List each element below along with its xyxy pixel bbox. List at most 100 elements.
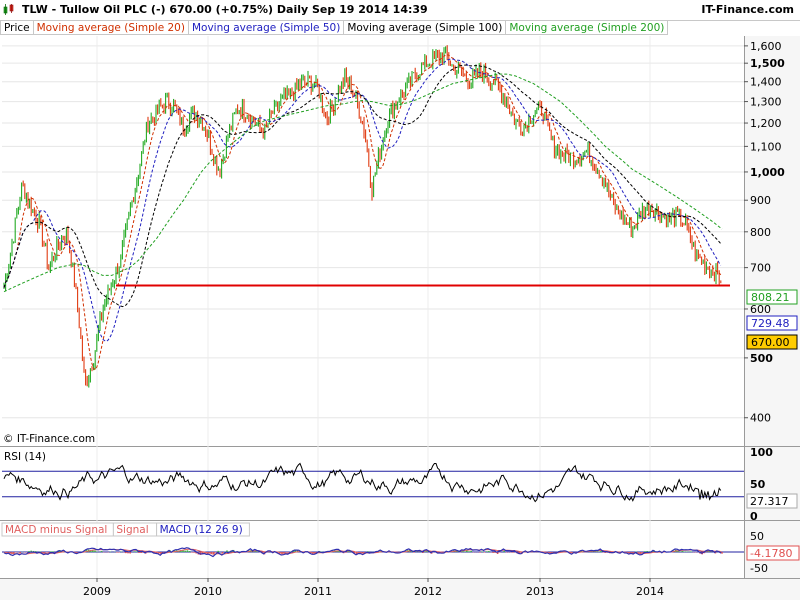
macd-histogram-bar — [285, 552, 288, 553]
rsi-line — [3, 462, 722, 503]
macd-histogram-bar — [360, 552, 362, 553]
macd-histogram-bar — [10, 552, 13, 554]
macd-histogram-bar — [569, 552, 571, 554]
macd-histogram-bar — [639, 552, 642, 554]
macd-histogram-bar — [155, 552, 158, 554]
macd-histogram-bar — [628, 552, 631, 554]
rsi-tick-label: 0 — [750, 510, 758, 523]
macd-histogram-bar — [241, 551, 244, 553]
price-tick-label: 1,400 — [750, 76, 782, 89]
legend-item-2[interactable]: Moving average (Simple 50) — [188, 20, 345, 35]
legend-item-0[interactable]: Price — [0, 20, 34, 35]
macd-histogram-bar — [367, 551, 369, 553]
price-tick-label: 1,200 — [750, 117, 782, 130]
macd-histogram-bar — [309, 552, 312, 554]
macd-histogram-bar — [439, 552, 442, 554]
macd-histogram-bar — [94, 550, 96, 553]
macd-histogram-bar — [15, 552, 17, 553]
macd-histogram-bar — [463, 551, 466, 553]
macd-histogram-bar — [342, 552, 345, 554]
rsi-panel — [0, 448, 744, 520]
macd-histogram-bar — [279, 552, 281, 554]
macd-histogram-bar — [378, 550, 380, 553]
macd-histogram-bar — [558, 551, 560, 553]
macd-histogram-bar — [147, 552, 149, 553]
ma100-line — [3, 64, 722, 308]
macd-histogram-bar — [389, 551, 391, 553]
price-tick-label: 1,100 — [750, 140, 782, 153]
macd-histogram-bar — [268, 551, 270, 553]
macd-histogram-bar — [600, 550, 602, 553]
macd-histogram-bar — [331, 550, 334, 553]
macd-histogram-bar — [413, 552, 415, 553]
macd-histogram-bar — [470, 550, 472, 553]
macd-histogram-bar — [690, 551, 692, 553]
rsi-value: 27.317 — [750, 495, 789, 508]
macd-legend-item-2: MACD (12 26 9) — [160, 524, 243, 536]
site-name[interactable]: IT-Finance.com — [701, 3, 794, 16]
macd-histogram-bar — [213, 552, 215, 555]
value-label: 670.00 — [751, 336, 790, 349]
price-tick-label: 900 — [750, 194, 771, 207]
macd-histogram-bar — [8, 552, 10, 553]
macd-histogram-bar — [527, 552, 530, 553]
legend-item-3[interactable]: Moving average (Simple 100) — [344, 20, 507, 35]
macd-histogram-bar — [230, 550, 233, 553]
macd-line — [3, 547, 722, 558]
macd-histogram-bar — [210, 552, 213, 555]
chart-header: TLW - Tullow Oil PLC (-) 670.00 (+0.75%)… — [0, 0, 800, 21]
macd-histogram-bar — [61, 550, 63, 553]
year-label: 2014 — [636, 585, 664, 598]
macd-histogram-bar — [336, 550, 338, 553]
macd-legend-box — [1, 522, 114, 537]
macd-histogram-bar — [426, 551, 428, 553]
macd-histogram-bar — [76, 552, 79, 554]
macd-histogram-bar — [637, 552, 640, 553]
macd-histogram-bar — [699, 552, 701, 554]
watermark: © IT-Finance.com — [3, 433, 96, 445]
macd-histogram-bar — [450, 551, 453, 553]
macd-histogram-bar — [334, 550, 336, 553]
macd-histogram-bar — [653, 550, 655, 553]
macd-histogram-bar — [100, 550, 103, 553]
macd-histogram-bar — [576, 552, 578, 553]
macd-histogram-bar — [358, 552, 360, 554]
macd-histogram-bar — [281, 552, 283, 555]
macd-histogram-bar — [714, 552, 717, 554]
macd-histogram-bar — [12, 552, 15, 555]
macd-histogram-bar — [547, 552, 549, 553]
price-tick-label: 600 — [750, 303, 771, 316]
legend-item-4[interactable]: Moving average (Simple 200) — [506, 20, 669, 35]
rsi-tick-label: 100 — [750, 446, 773, 459]
macd-histogram-bar — [611, 552, 613, 554]
macd-histogram-bar — [6, 552, 8, 554]
year-label: 2011 — [304, 585, 332, 598]
macd-histogram-bar — [125, 552, 127, 554]
macd-histogram-bar — [221, 552, 224, 554]
macd-histogram-bar — [177, 550, 180, 553]
macd-histogram-bar — [250, 549, 252, 553]
macd-histogram-bar — [362, 552, 365, 554]
legend-item-1[interactable]: Moving average (Simple 20) — [33, 20, 189, 35]
right-axis-bg — [744, 36, 800, 578]
macd-histogram-bar — [50, 551, 52, 553]
macd-histogram-bar — [204, 552, 206, 554]
macd-histogram-bar — [193, 552, 195, 553]
macd-histogram-bar — [312, 552, 314, 554]
macd-histogram-bar — [661, 552, 664, 553]
macd-histogram-bar — [402, 551, 404, 553]
macd-histogram-bar — [578, 551, 580, 553]
ma50-line — [3, 58, 722, 342]
macd-histogram-bar — [298, 550, 301, 553]
macd-histogram-bar — [488, 551, 490, 553]
macd-histogram-bar — [549, 552, 552, 554]
macd-histogram-bar — [83, 551, 85, 553]
macd-histogram-bar — [314, 552, 316, 554]
macd-histogram-bar — [144, 552, 147, 554]
price-tick-label: 700 — [750, 262, 771, 275]
macd-histogram-bar — [19, 552, 21, 554]
macd-histogram-bar — [681, 550, 684, 553]
macd-histogram-bar — [327, 551, 329, 553]
macd-histogram-bar — [408, 549, 411, 553]
macd-histogram-bar — [226, 550, 228, 553]
